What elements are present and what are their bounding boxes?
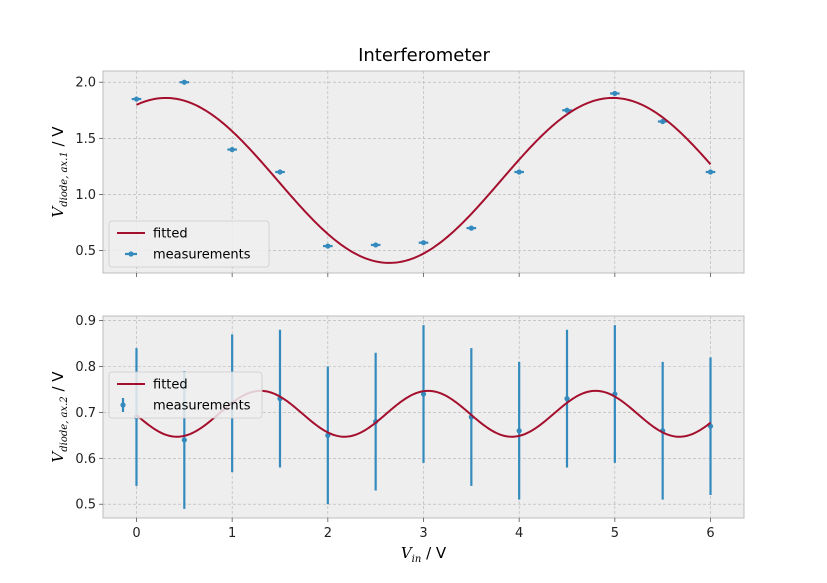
- y-tick-label: 0.7: [75, 406, 96, 421]
- measurement-point: [181, 79, 187, 85]
- measurement-point: [468, 225, 474, 231]
- x-tick-label: 5: [611, 526, 619, 541]
- measurement-point: [133, 96, 140, 102]
- legend-fitted-label: fitted: [153, 227, 188, 242]
- top-panel: 0.5 1.0 1.5 2.0 Vdiode, ax.1 / V fitted measur…: [49, 70, 745, 277]
- legend-box: [108, 371, 263, 419]
- x-tick-label: 6: [706, 526, 714, 541]
- measurement-point: [420, 391, 427, 397]
- y-tick-label: 0.9: [75, 314, 96, 329]
- y-tick-label: 0.5: [75, 244, 96, 259]
- y-tick-label: 0.8: [75, 360, 96, 375]
- y-tick-label: 1.0: [75, 188, 96, 203]
- measurement-point: [660, 118, 666, 125]
- y-axis-label: Vdiode, ax.1 / V: [49, 126, 70, 218]
- legend-measurement-swatch-dot: [128, 251, 134, 257]
- legend-measurement-swatch-dot: [120, 402, 126, 408]
- x-tick-label: 1: [228, 526, 236, 541]
- legend-measurement-label: measurements: [153, 399, 251, 414]
- measurement-point: [564, 396, 570, 402]
- measurement-point: [277, 169, 283, 175]
- x-tick-label: 3: [419, 526, 427, 541]
- bottom-panel: 0 1 2 3 4 5 6 0.5 0.6 0.7 0.8 0.9 Vdiode, ax.2 / V Vi…: [49, 314, 745, 565]
- y-axis-label: Vdiode, ax.2 / V: [49, 371, 70, 463]
- measurement-point: [325, 243, 331, 249]
- y-tick-label: 2.0: [75, 76, 96, 91]
- measurement-point: [564, 107, 570, 113]
- x-tick-label: 0: [132, 526, 140, 541]
- measurement-point: [707, 169, 714, 175]
- legend-fitted-label: fitted: [153, 378, 188, 393]
- measurement-point: [420, 240, 427, 246]
- measurement-point: [373, 242, 379, 248]
- y-tick-label: 0.5: [75, 498, 96, 513]
- measurement-point: [181, 437, 187, 443]
- measurement-point: [229, 146, 235, 153]
- chart-title: Interferometer: [358, 45, 490, 66]
- measurement-point: [516, 169, 522, 175]
- fitted-curve: [136, 96, 712, 264]
- measurement-point: [516, 428, 522, 434]
- x-tick-label: 4: [515, 526, 523, 541]
- legend-measurement-label: measurements: [153, 248, 251, 263]
- measurement-point: [612, 90, 618, 97]
- legend-box: [108, 220, 270, 268]
- x-axis-label: Vin / V: [401, 544, 447, 565]
- y-tick-label: 0.6: [75, 452, 96, 467]
- y-tick-label: 1.5: [75, 132, 96, 147]
- x-tick-label: 2: [324, 526, 332, 541]
